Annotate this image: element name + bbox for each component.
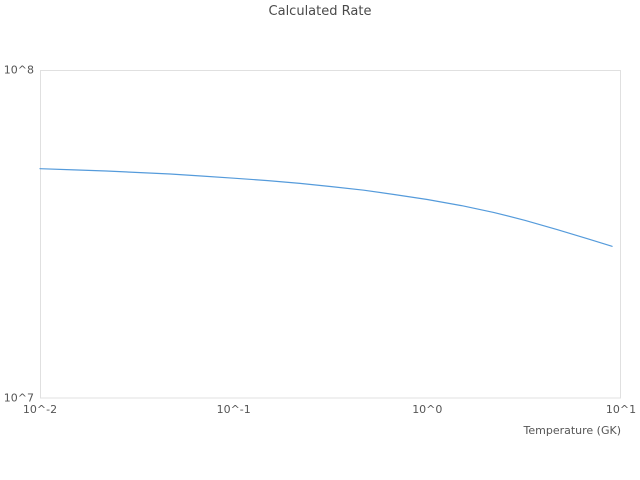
x-tick-label-1e-2: 10^-2 <box>22 403 58 416</box>
x-tick-label-1e0: 10^0 <box>412 403 443 416</box>
x-tick-label-1e1: 10^1 <box>605 403 637 416</box>
chart-title: Calculated Rate <box>268 4 372 19</box>
x-axis-title: Temperature (GK) <box>523 424 622 437</box>
plot-frame <box>40 70 621 399</box>
x-tick-label-1e-1: 10^-1 <box>216 403 251 416</box>
rate-line-series <box>39 168 613 247</box>
y-tick-label-1e7: 10^7 <box>3 391 34 405</box>
y-tick-label-1e8: 10^8 <box>3 63 34 77</box>
